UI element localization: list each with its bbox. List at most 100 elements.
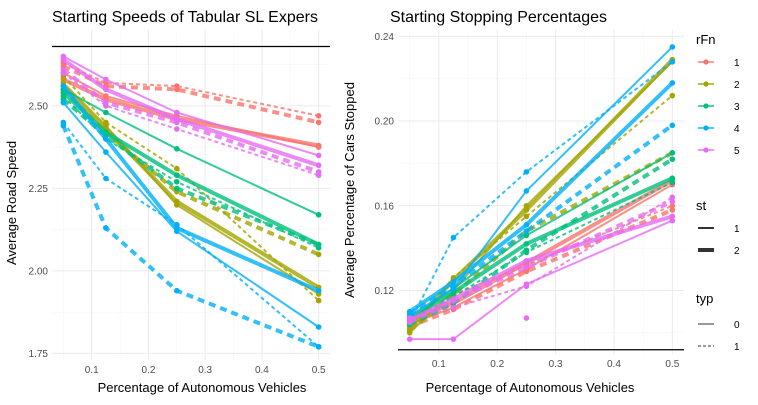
speed-data-point: [174, 165, 180, 172]
speed-grid: [52, 30, 330, 360]
stopping-data-point: [523, 169, 530, 175]
stopping-y-tick-label: 0.16: [375, 201, 395, 212]
stopping-x-tick-label: 0.1: [432, 359, 446, 370]
speed-series-line-rfn3-st1-typ0: [62, 88, 320, 216]
speed-data-point: [315, 162, 322, 169]
speed-y-axis-title: Average Road Speed: [4, 141, 19, 265]
stopping-data-point: [523, 222, 530, 228]
legend-rfn-1-label: 1: [734, 58, 740, 69]
speed-series-line-rfn5-st1-typ0: [62, 55, 319, 157]
speed-chart-title: Starting Speeds of Tabular SL Expers: [52, 9, 318, 26]
stopping-data-point: [523, 241, 530, 247]
speed-series-line-rfn5-st2-typ0: [62, 58, 320, 168]
legend-st-2-label: 2: [734, 246, 740, 257]
speed-series-line-rfn1-st1-typ1: [62, 62, 319, 117]
stopping-data-point: [406, 310, 413, 317]
speed-data-point: [315, 241, 322, 248]
speed-data-point: [315, 113, 322, 119]
stopping-y-tick-label: 0.12: [375, 286, 395, 297]
speed-x-axis-title: Percentage of Autonomous Vehicles: [98, 380, 307, 395]
speed-data-point: [315, 142, 322, 149]
stopping-x-tick-label: 0.5: [665, 359, 679, 370]
speed-data-point: [103, 99, 109, 106]
stopping-data-point: [406, 319, 413, 326]
legend-rfn-4-key-dot: [703, 125, 709, 131]
legend-typ-title: typ: [696, 291, 713, 306]
stopping-series-group: [406, 44, 676, 342]
stopping-data-point: [450, 304, 457, 311]
speed-data-point: [174, 109, 180, 116]
legend-rfn-2-label: 2: [734, 80, 740, 91]
speed-tick-labels: 0.1 0.2 0.3 0.4 0.5 1.75 2.00 2.25 2.50: [29, 101, 327, 376]
stopping-series-line-rfn3-st2-typ1: [408, 157, 674, 327]
speed-y-tick-label: 2.50: [29, 101, 49, 112]
speed-data-point: [174, 179, 180, 185]
speed-data-point: [174, 287, 180, 294]
stopping-data-point: [450, 234, 457, 241]
speed-data-point: [103, 175, 109, 182]
stopping-series-line-rfn3-st2-typ0: [408, 176, 674, 320]
speed-x-tick-label: 0.5: [312, 365, 326, 376]
legend-rfn-2-key-dot: [703, 81, 709, 87]
legend-typ-1-label: 1: [734, 342, 740, 353]
speed-data-point: [60, 83, 67, 89]
stopping-data-point: [523, 228, 530, 234]
legend-st-1-label: 1: [734, 224, 740, 235]
speed-data-point: [60, 99, 67, 106]
speed-data-point: [103, 109, 109, 116]
speed-data-point: [174, 146, 180, 152]
stopping-data-point: [669, 58, 676, 65]
stopping-data-point: [523, 188, 530, 194]
stopping-series-line-rfn4-st2-typ0: [408, 81, 674, 314]
speed-series-line-rfn2-st1-typ1: [62, 75, 320, 302]
stopping-data-point: [669, 92, 676, 99]
speed-data-point: [315, 212, 322, 218]
stopping-data-point: [669, 213, 676, 220]
stopping-series-line-rfn4-st2-typ1: [408, 123, 674, 316]
legend-typ-item-0: 0: [698, 320, 740, 331]
stopping-series-line-rfn5-st2-typ1: [408, 199, 674, 325]
stopping-data-point: [669, 207, 676, 213]
stopping-data-point: [669, 175, 676, 182]
legend-rfn-3-key-dot: [703, 103, 709, 109]
stopping-data-point: [523, 247, 530, 254]
stopping-data-point: [669, 217, 676, 224]
speed-x-tick-label: 0.1: [85, 365, 99, 376]
stopping-x-tick-label: 0.3: [549, 359, 563, 370]
stopping-series-line-rfn1-st2-typ1: [408, 208, 674, 329]
speed-y-tick-label: 1.75: [29, 349, 49, 360]
speed-data-point: [315, 251, 322, 258]
stopping-data-point: [669, 80, 676, 86]
speed-data-point: [60, 56, 67, 63]
speed-series-line-rfn5-st2-typ1: [62, 68, 320, 174]
speed-data-point: [174, 86, 180, 93]
speed-series-line-rfn2-st2-typ0: [61, 84, 320, 290]
stopping-data-point: [523, 283, 530, 290]
speed-data-point: [315, 344, 322, 350]
stopping-x-tick-label: 0.2: [490, 359, 504, 370]
stopping-y-axis-title: Average Percentage of Cars Stopped: [342, 82, 357, 298]
stopping-data-point: [669, 122, 676, 129]
speed-series-line-rfn3-st2-typ0: [61, 91, 320, 247]
speed-data-point: [174, 221, 180, 228]
speed-series-line-rfn4-st2-typ1: [61, 124, 320, 349]
legend-rfn-items: 1 2 3 4 5: [698, 58, 740, 157]
stopping-data-point: [523, 207, 530, 213]
speed-series-line-rfn4-st1-typ0: [62, 101, 320, 328]
stopping-data-point: [669, 179, 676, 186]
speed-data-point: [315, 169, 322, 175]
stopping-data-point: [669, 156, 676, 162]
stopping-data-point: [523, 258, 530, 264]
speed-series-line-rfn1-st2-typ0: [62, 77, 320, 148]
speed-x-tick-label: 0.2: [141, 365, 155, 376]
speed-data-point: [315, 297, 322, 304]
stopping-data-point: [669, 44, 676, 50]
speed-data-point: [103, 149, 109, 155]
speed-data-point: [60, 122, 67, 129]
stopping-data-point: [523, 315, 530, 321]
stopping-series-line-rfn5-st1-typ1: [409, 196, 673, 319]
legend-rfn-5-label: 5: [734, 146, 740, 157]
stopping-data-point: [669, 194, 676, 201]
